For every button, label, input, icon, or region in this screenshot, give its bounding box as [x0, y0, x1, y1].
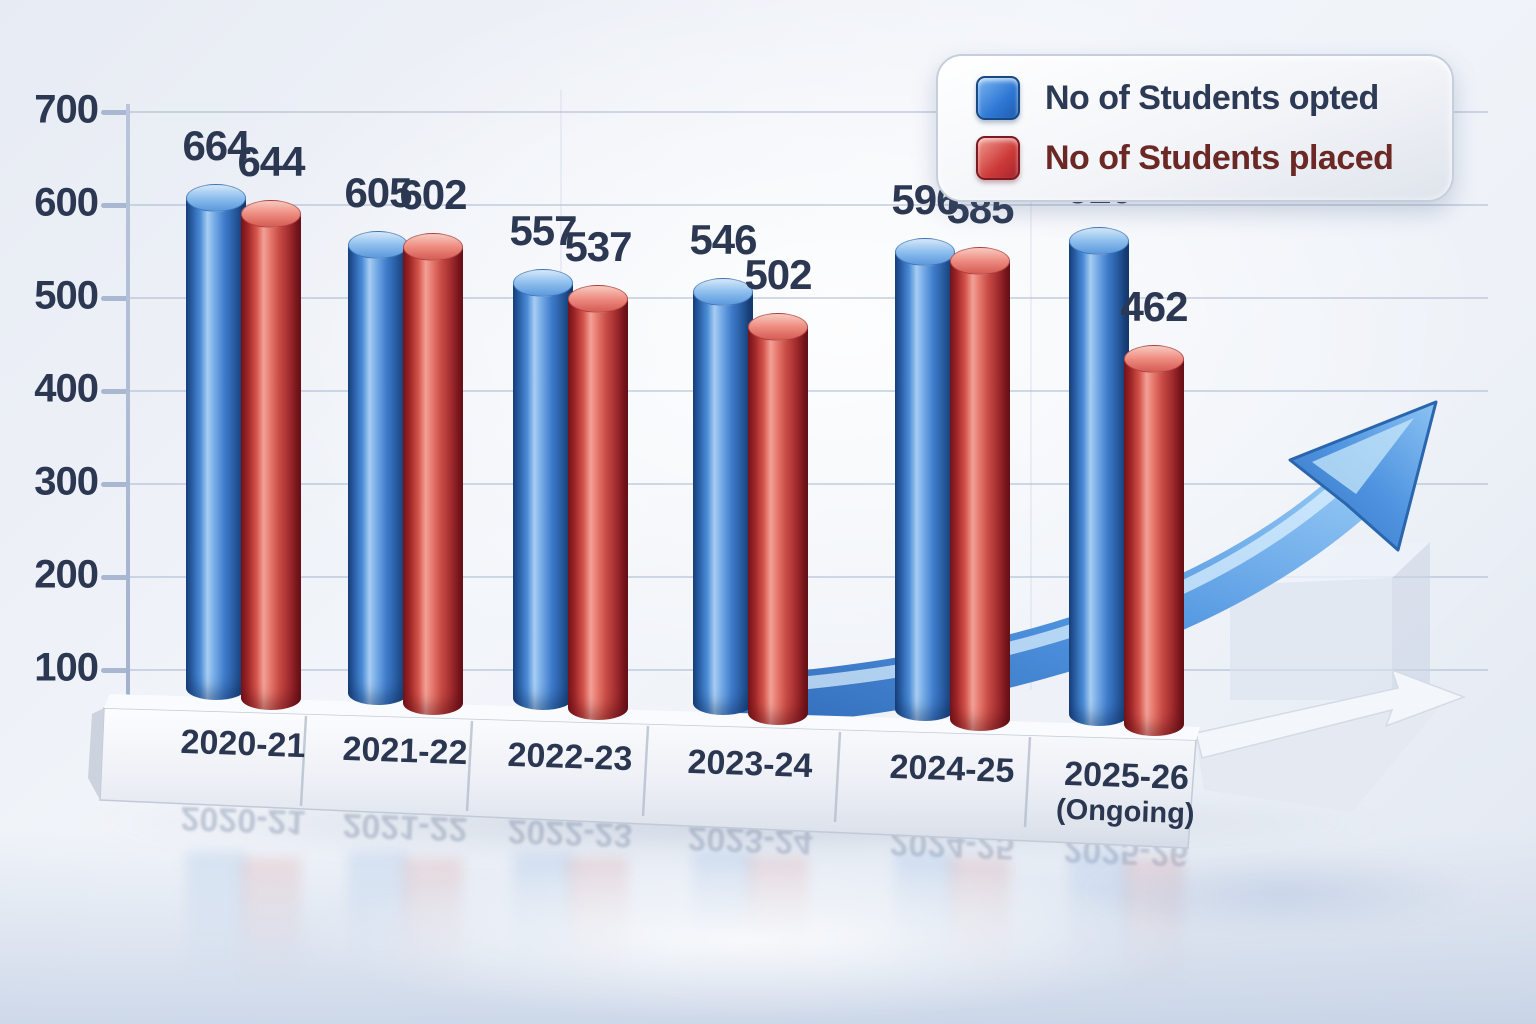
y-tick-label: 500	[34, 273, 99, 318]
y-tick-600	[101, 203, 129, 208]
y-tick-100	[101, 668, 129, 673]
bar-opted-2024-25-body	[895, 251, 955, 721]
y-tick-300	[101, 482, 129, 487]
x-category-text: 2023-24	[686, 742, 814, 786]
y-tick-label: 600	[34, 180, 99, 225]
value-label-opted: 557	[509, 207, 577, 255]
gridline-300	[128, 483, 1488, 485]
legend-item-placed: No of Students placed	[976, 136, 1452, 180]
x-category-label: 2025-26 (Ongoing)	[1019, 752, 1233, 832]
value-label-placed: 462	[1120, 283, 1188, 331]
bar-opted-2022-23-body	[513, 282, 573, 710]
value-label-placed: 602	[399, 171, 467, 219]
bar-opted-2020-21-body	[186, 196, 246, 701]
y-tick-label: 200	[34, 552, 99, 597]
bar-placed-2020-21-cap	[241, 199, 301, 228]
y-axis-line	[126, 104, 130, 700]
bar-placed-2025-26-cap	[1124, 345, 1184, 374]
legend-label-opted: No of Students opted	[1045, 78, 1379, 117]
bar-opted-2023-24-cap	[693, 278, 753, 307]
legend: No of Students opted No of Students plac…	[936, 54, 1454, 202]
y-tick-label: 700	[34, 87, 99, 132]
bar-placed-2021-22-body	[403, 246, 463, 715]
x-category-text: 2024-25	[888, 747, 1016, 791]
gridline-500	[128, 297, 1488, 299]
x-category-label: 2023-24	[643, 740, 856, 787]
gridline-200	[128, 576, 1488, 578]
bar-opted-2024-25-cap	[895, 238, 955, 267]
legend-label-placed: No of Students placed	[1045, 138, 1394, 177]
bar-placed-2022-23-body	[568, 298, 628, 720]
bar-placed-2023-24-body	[748, 326, 808, 725]
value-label-placed: 502	[744, 251, 812, 299]
value-label-placed: 644	[237, 137, 305, 185]
legend-item-opted: No of Students opted	[976, 76, 1452, 120]
bar-placed-2024-25-body	[950, 260, 1010, 731]
bar-placed-2023-24-cap	[748, 313, 808, 342]
bar-opted-2020-21-cap	[186, 183, 246, 212]
bar-placed-2024-25-cap	[950, 247, 1010, 275]
bar-placed-2020-21-body	[241, 212, 301, 711]
gridline-700	[128, 111, 1488, 113]
x-category-text: 2020-21	[179, 722, 307, 766]
floor-glow	[300, 860, 1200, 1020]
y-tick-400	[101, 389, 129, 394]
bar-opted-2023-24-body	[693, 291, 753, 715]
x-category-text: 2025-26	[1063, 754, 1190, 798]
y-tick-700	[101, 110, 129, 115]
y-tick-label: 100	[34, 645, 99, 690]
y-tick-label: 300	[34, 459, 99, 504]
value-label-placed: 537	[564, 223, 632, 271]
bar-opted-2021-22-cap	[348, 231, 408, 259]
bar-opted-2025-26-body	[1069, 240, 1129, 726]
x-category-text: 2022-23	[506, 735, 634, 779]
bar-placed-2022-23-cap	[568, 285, 628, 314]
arrow-floor-reflection	[1080, 852, 1480, 932]
value-label-opted: 605	[344, 169, 412, 216]
gridline-600	[128, 204, 1488, 206]
y-tick-label: 400	[34, 366, 99, 411]
bar-placed-2021-22-cap	[403, 233, 463, 262]
value-label-opted: 546	[689, 216, 757, 264]
legend-swatch-opted	[976, 76, 1020, 120]
x-category-text: 2021-22	[341, 729, 469, 773]
gridline-400	[128, 390, 1488, 392]
bar-placed-2025-26-body	[1124, 358, 1184, 736]
bar-opted-2022-23-cap	[513, 269, 573, 298]
bar-opted-2021-22-body	[348, 244, 408, 705]
y-tick-500	[101, 296, 129, 301]
legend-swatch-placed	[976, 136, 1020, 180]
value-label-opted: 664	[182, 121, 250, 169]
bar-opted-2025-26-cap	[1069, 227, 1129, 255]
y-tick-200	[101, 575, 129, 580]
